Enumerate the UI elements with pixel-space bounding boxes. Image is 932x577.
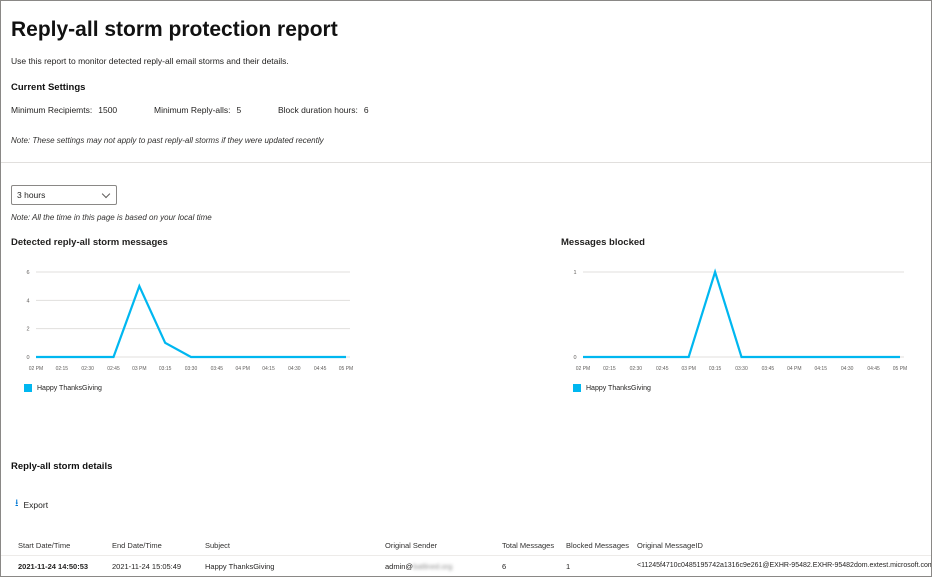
setting-value: 6 [363,105,369,115]
export-button[interactable]: ⭳ Export [15,496,48,513]
chart-title-blocked: Messages blocked [561,237,645,248]
setting-value: 5 [236,105,242,115]
x-tick-label: 03 PM [132,366,146,372]
x-tick-label: 05 PM [893,366,907,372]
x-tick-label: 05 PM [339,366,353,372]
x-tick-label: 03:30 [185,366,198,372]
column-header[interactable]: Total Messages [502,541,555,550]
cell-start: 2021-11-24 14:50:53 [18,562,89,571]
legend-swatch [573,384,581,392]
series-line [583,268,900,359]
cell-message-id: <11245f4710c0485195742a1316c9e261@EXHR-9… [637,562,932,569]
x-tick-label: 02:45 [656,366,669,372]
x-tick-label: 02:30 [81,366,94,372]
x-tick-label: 02 PM [576,366,590,372]
x-tick-label: 04:30 [841,366,854,372]
x-tick-label: 02:30 [630,366,643,372]
setting-min-recipients: Minimum Recipiemts: 1500 [11,105,117,115]
x-tick-label: 04 PM [235,366,249,372]
time-note: Note: All the time in this page is based… [11,213,212,222]
setting-value: 1500 [98,105,118,115]
setting-label: Minimum Reply-alls: [154,105,231,115]
column-header[interactable]: Subject [205,541,231,550]
x-tick-label: 03:30 [735,366,748,372]
sender-user: admin@ [385,562,414,571]
messages-blocked-chart: 0 1 02 PM 02:15 02:30 02:45 03 PM 03:15 03:30 03:… [573,268,907,372]
setting-label: Minimum Recipiemts: [11,105,93,115]
time-range-value: 3 hours [17,190,46,200]
y-tick-label: 2 [26,327,29,333]
x-tick-label: 02 PM [29,366,43,372]
setting-label: Block duration hours: [278,105,358,115]
x-tick-label: 02:15 [603,366,616,372]
table-header: Start Date/Time End Date/Time Subject Or… [1,537,931,555]
table-row[interactable]: 2021-11-24 14:50:53 2021-11-24 15:05:49 … [1,555,932,576]
x-tick-label: 03:15 [709,366,722,372]
x-tick-label: 04 PM [787,366,801,372]
column-header[interactable]: End Date/Time [112,541,162,550]
column-header[interactable]: Start Date/Time [18,541,71,550]
detected-messages-chart: 0 2 4 6 02 PM 02:15 02:30 02:45 03 PM 03:15 03:30 0… [26,270,353,372]
x-tick-label: 02:45 [107,366,120,372]
legend-label: Happy ThanksGiving [586,384,651,392]
sender-domain-redacted: batlined.org [413,562,453,571]
chevron-down-icon [101,189,111,199]
cell-total: 6 [502,562,507,571]
x-tick-label: 04:45 [314,366,327,372]
y-tick-label: 1 [573,270,576,276]
download-icon: ⭳ [15,498,19,509]
setting-block-duration: Block duration hours: 6 [278,105,369,115]
cell-sender: admin@batlined.org [385,562,452,571]
series-line [36,283,346,359]
x-tick-label: 04:30 [288,366,301,372]
chart-legend-blocked: Happy ThanksGiving [573,384,651,392]
export-label: Export [23,499,49,510]
section-divider [1,162,931,163]
current-settings-heading: Current Settings [11,82,86,93]
chart-legend-detected: Happy ThanksGiving [24,384,102,392]
y-tick-label: 4 [26,298,29,304]
details-heading: Reply-all storm details [11,461,113,472]
x-tick-label: 04:15 [262,366,275,372]
x-tick-label: 04:45 [867,366,880,372]
page-title: Reply-all storm protection report [11,18,338,41]
x-tick-label: 04:15 [814,366,827,372]
column-header[interactable]: Blocked Messages [566,541,629,550]
y-tick-label: 0 [573,355,576,361]
x-tick-label: 03:45 [762,366,775,372]
column-header[interactable]: Original Sender [385,541,438,550]
x-tick-label: 02:15 [56,366,69,372]
settings-note: Note: These settings may not apply to pa… [11,136,324,145]
cell-blocked: 1 [566,562,571,571]
legend-label: Happy ThanksGiving [37,384,102,392]
cell-end: 2021-11-24 15:05:49 [112,562,182,571]
y-tick-label: 0 [26,355,29,361]
legend-swatch [24,384,32,392]
y-tick-label: 6 [26,270,29,276]
chart-title-detected: Detected reply-all storm messages [11,237,168,248]
page-description: Use this report to monitor detected repl… [11,56,289,66]
setting-min-replyalls: Minimum Reply-alls: 5 [154,105,241,115]
x-tick-label: 03:15 [159,366,172,372]
time-range-dropdown[interactable]: 3 hours [11,185,117,205]
cell-subject: Happy ThanksGiving [205,562,275,571]
column-header[interactable]: Original MessageID [637,541,703,550]
x-tick-label: 03:45 [211,366,224,372]
x-tick-label: 03 PM [681,366,695,372]
